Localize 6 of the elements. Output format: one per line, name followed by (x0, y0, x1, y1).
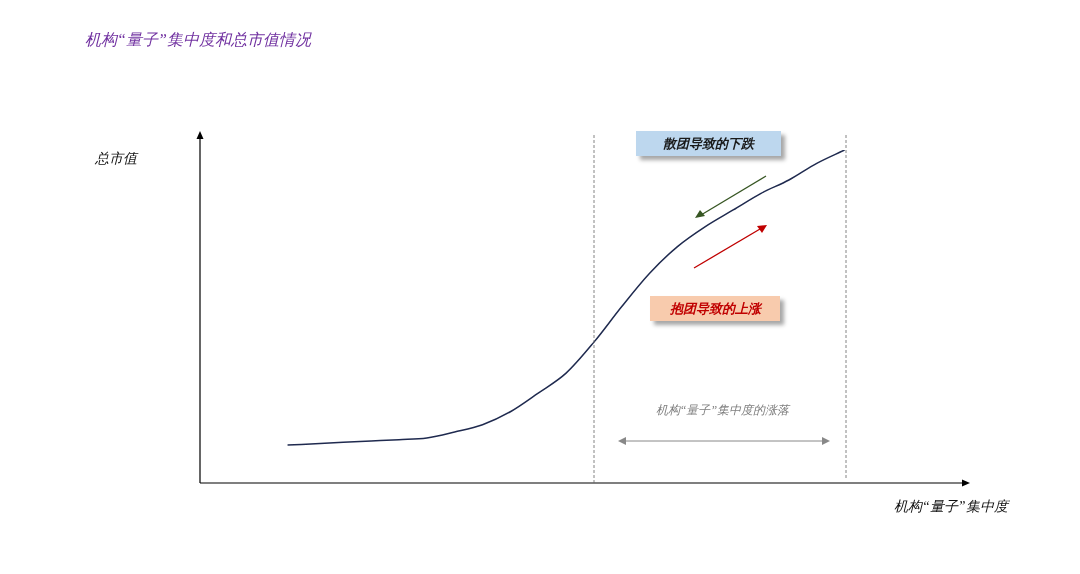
y-axis-title: 总市值 (95, 150, 137, 168)
callout-box: 散团导致的下跌 (636, 131, 781, 156)
x-axis-title: 机构“量子”集中度 (894, 498, 1008, 516)
callout-box: 抱团导致的上涨 (650, 296, 780, 321)
chart-title: 机构“量子”集中度和总市值情况 (85, 30, 311, 50)
annotation: 机构“量子”集中度的涨落 (654, 402, 792, 419)
